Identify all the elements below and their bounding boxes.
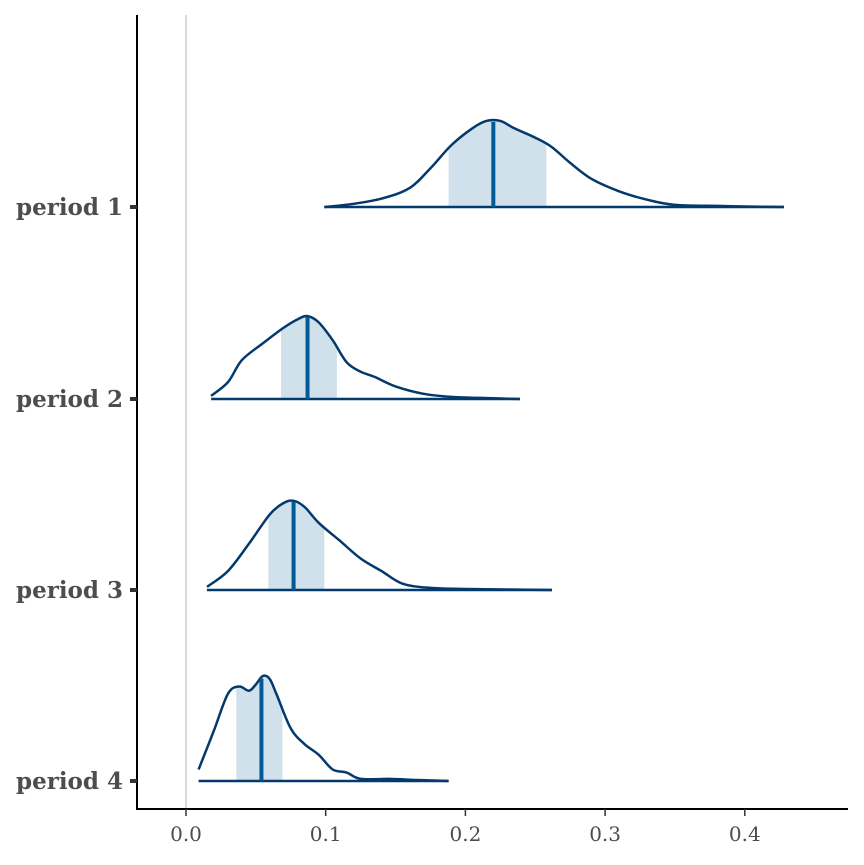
- ridges-group: [197, 118, 784, 783]
- ridge-period-1: [324, 118, 784, 209]
- density-curve: [324, 118, 784, 209]
- ridge-period-4: [197, 674, 449, 783]
- x-ticks-group: 0.0 0.1 0.2 0.3 0.4: [170, 809, 761, 846]
- credible-interval-band: [236, 676, 283, 781]
- x-tick-label: 0.3: [589, 822, 621, 846]
- y-tick-label: period 3: [16, 577, 123, 604]
- y-tick-label: period 4: [16, 768, 123, 795]
- x-tick-label: 0.0: [170, 822, 202, 846]
- x-tick-label: 0.4: [729, 822, 761, 846]
- density-curve: [197, 674, 449, 783]
- ridge-period-2: [210, 314, 520, 401]
- x-tick-label: 0.2: [449, 822, 481, 846]
- credible-interval-band: [448, 120, 547, 207]
- y-tick-label: period 2: [16, 386, 123, 413]
- x-tick-label: 0.1: [310, 822, 342, 846]
- y-ticks-group: period 1 period 2 period 3 period 4: [16, 194, 137, 795]
- y-tick-label: period 1: [16, 194, 123, 221]
- ridge-period-3: [206, 499, 553, 592]
- density-curve: [206, 499, 553, 592]
- credible-interval-band: [268, 500, 325, 590]
- density-curve: [210, 314, 520, 401]
